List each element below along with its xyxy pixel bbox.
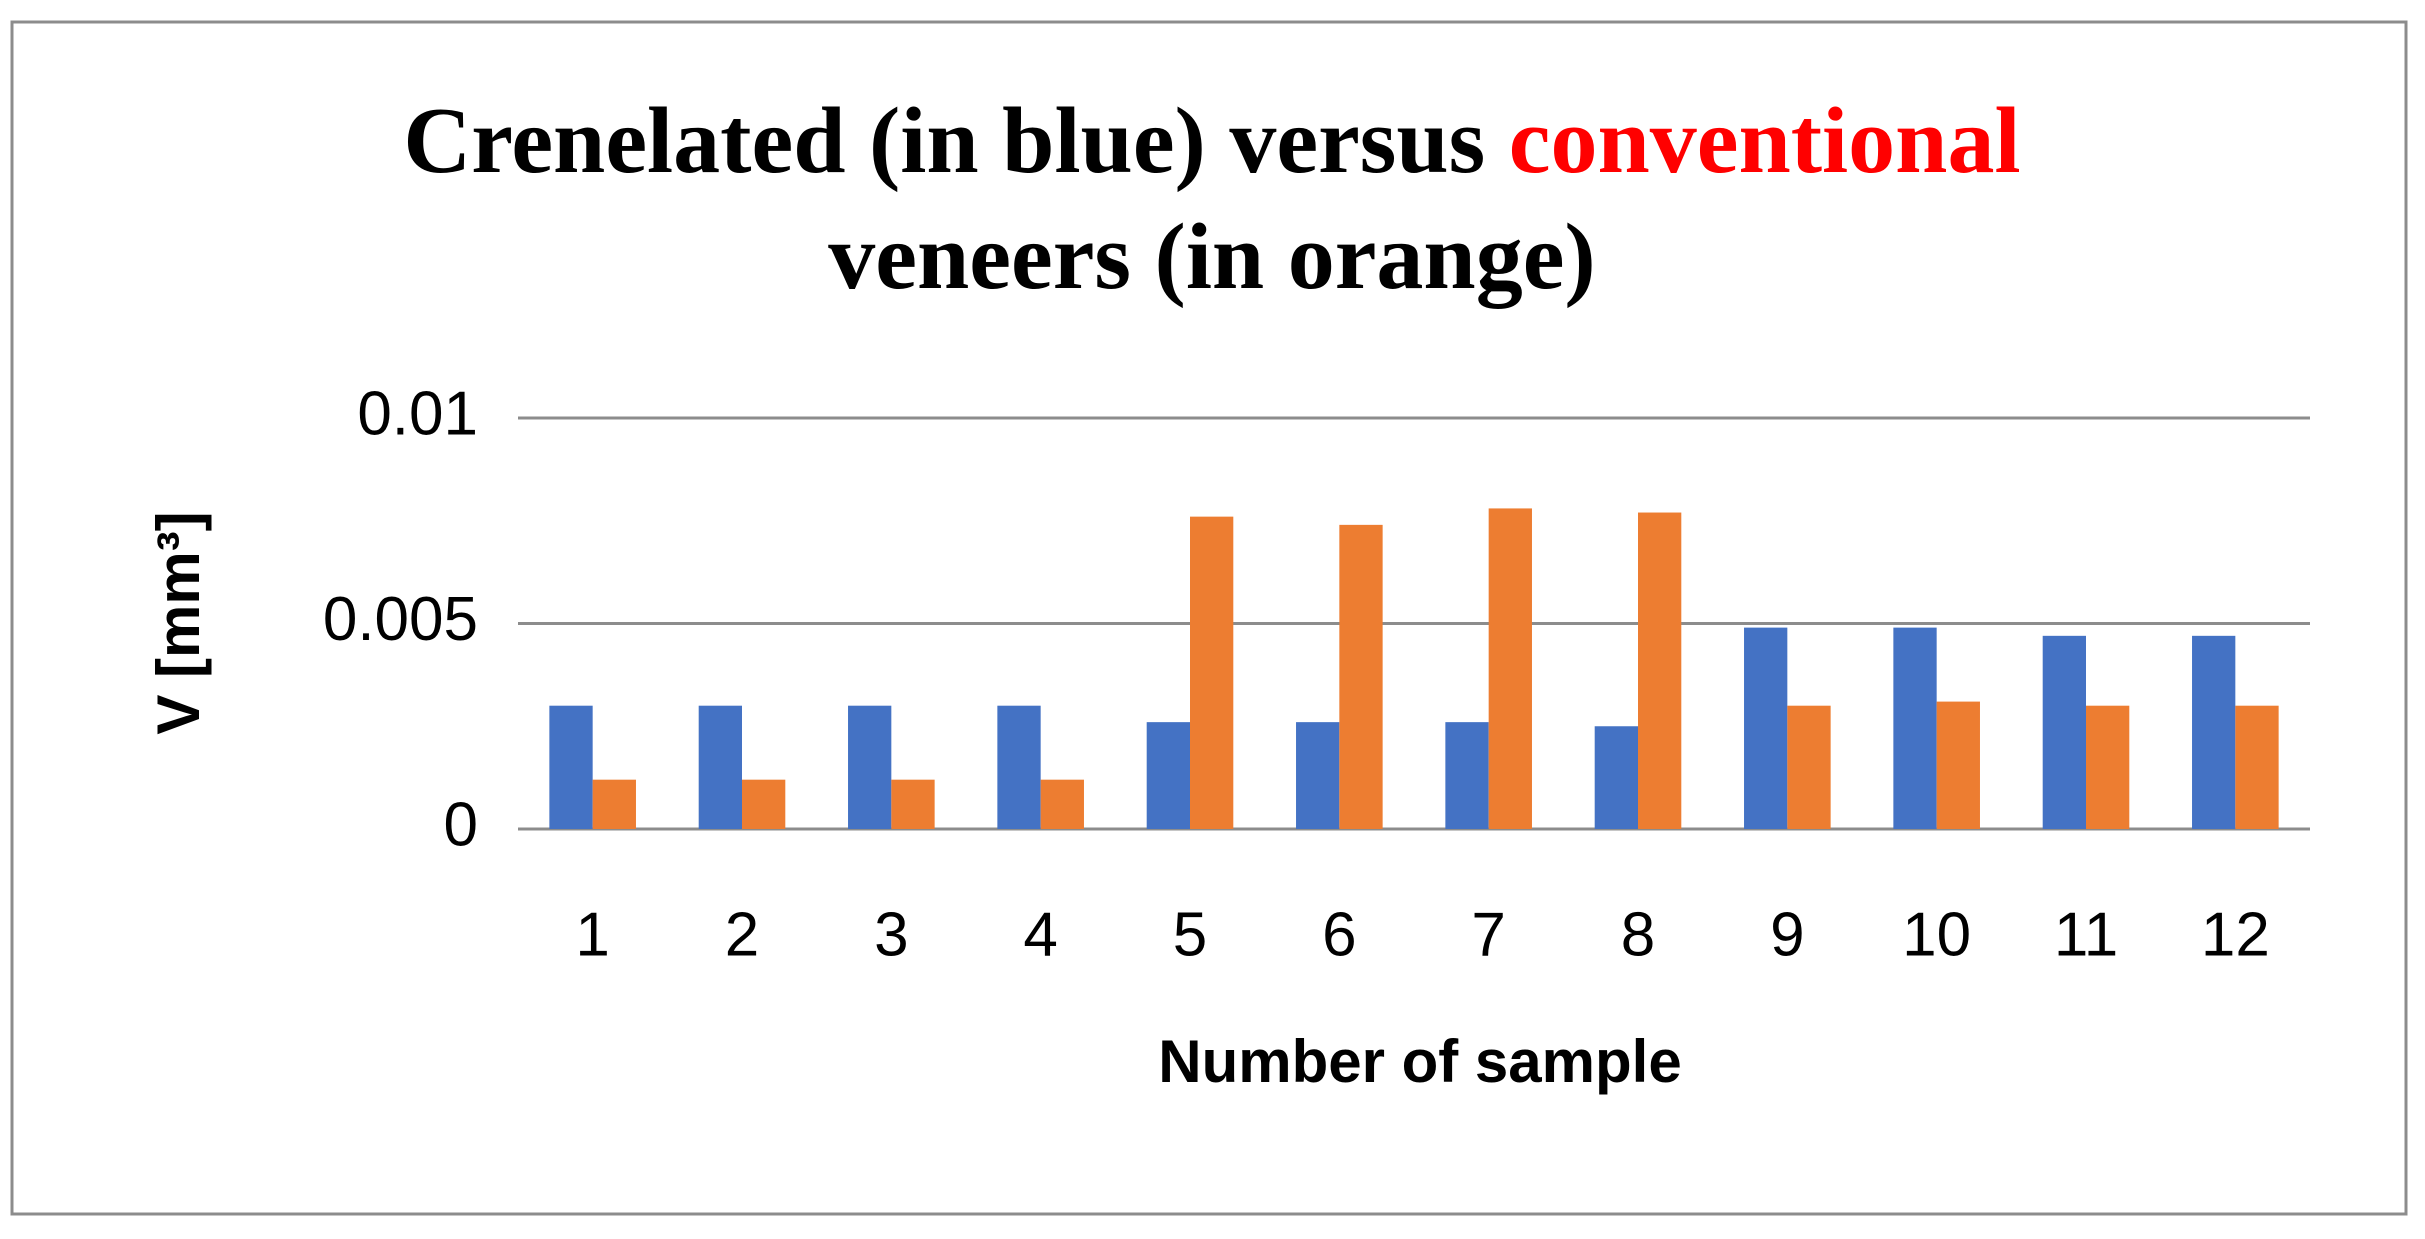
bar: [997, 705, 1041, 829]
x-axis-title: Number of sample: [1158, 1028, 1681, 1095]
bar: [891, 779, 935, 829]
x-tick-label: 11: [2054, 900, 2118, 969]
bar: [1445, 722, 1489, 829]
x-tick-label: 2: [725, 900, 759, 969]
x-tick-label: 1: [575, 900, 609, 969]
x-tick-label: 7: [1471, 900, 1505, 969]
chart-title: veneers (in orange): [828, 205, 1595, 309]
bar: [1190, 516, 1234, 829]
y-tick-label: 0: [444, 790, 478, 859]
bar: [698, 705, 742, 829]
bar: [1040, 779, 1084, 829]
bar: [1488, 508, 1532, 829]
y-tick-label: 0.005: [323, 585, 478, 654]
bar: [1787, 705, 1831, 829]
y-axis-title: V [mm³]: [145, 511, 212, 734]
x-tick-label: 8: [1621, 900, 1655, 969]
x-tick-label: 4: [1023, 900, 1057, 969]
bar: [549, 705, 593, 829]
title-part: conventional: [1509, 89, 2021, 193]
x-tick-label: 12: [2201, 900, 2270, 969]
x-tick-label: 9: [1770, 900, 1804, 969]
bar: [2042, 635, 2086, 829]
bar: [2235, 705, 2279, 829]
bar: [1744, 627, 1788, 829]
bar: [1296, 722, 1340, 829]
bar: [1638, 512, 1682, 829]
chart-title: Crenelated (in blue) versus conventional: [403, 89, 2020, 193]
title-part: veneers (in orange): [828, 205, 1595, 309]
x-tick-label: 6: [1322, 900, 1356, 969]
y-tick-label: 0.01: [357, 379, 478, 448]
x-tick-label: 5: [1173, 900, 1207, 969]
bar: [848, 705, 892, 829]
bar: [1594, 726, 1638, 829]
bar: [2192, 635, 2236, 829]
bar: [1146, 722, 1190, 829]
title-part: Crenelated (in blue) versus: [403, 89, 1485, 193]
x-tick-label: 3: [874, 900, 908, 969]
bar: [1339, 524, 1383, 829]
x-tick-label: 10: [1902, 900, 1971, 969]
bar: [1893, 627, 1937, 829]
bar: [742, 779, 786, 829]
bar: [2086, 705, 2130, 829]
bar: [1936, 701, 1980, 829]
bar: [592, 779, 636, 829]
